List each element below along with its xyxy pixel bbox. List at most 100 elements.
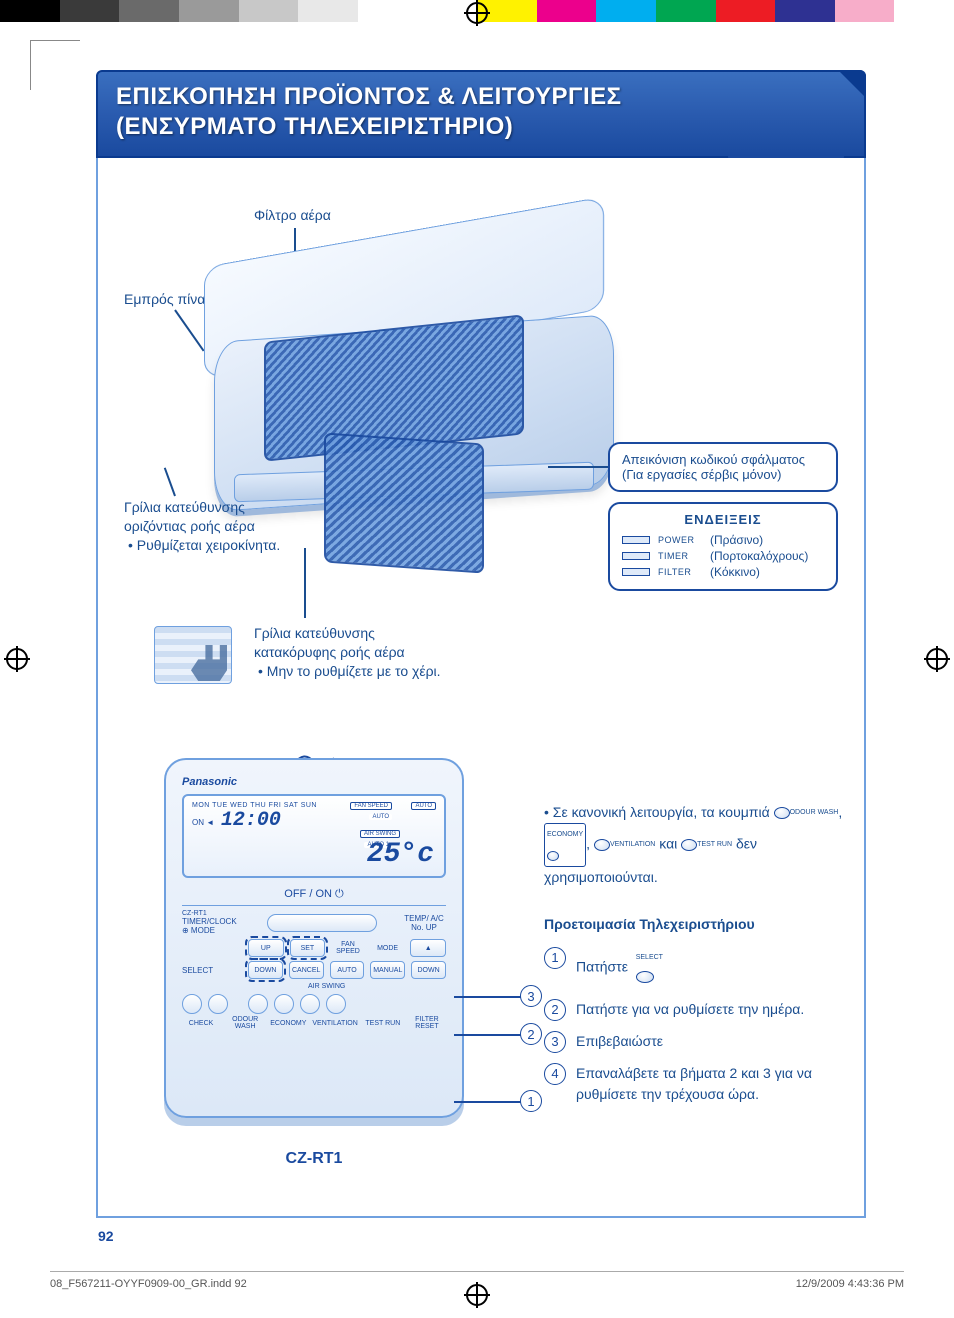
callout-line — [548, 466, 608, 468]
usage-note: • Σε κανονική λειτουργία, τα κουμπιά ODO… — [544, 802, 858, 888]
note-b1: ODOUR WASH — [790, 809, 839, 816]
remote-controls: OFF / ON ⏻ CZ-RT1 TIMER/CLOCK ⊕ MODE TEM… — [182, 888, 446, 1030]
color-swatch — [119, 0, 179, 22]
hand-adjust-thumbnail — [154, 626, 232, 684]
note-prefix: • Σε κανονική λειτουργία, τα κουμπιά — [544, 804, 770, 820]
indicator-row: FILTER(Κόκκινο) — [622, 565, 824, 579]
color-swatch — [298, 0, 358, 22]
testrun-icon — [681, 839, 697, 851]
up-button[interactable]: UP — [248, 939, 284, 957]
air-swing-label: AIR SWING — [308, 983, 345, 990]
economy-button[interactable] — [248, 994, 268, 1014]
indicator-row: TIMER(Πορτοκαλόχρους) — [622, 549, 824, 563]
note-economy: ECONOMY — [547, 831, 583, 838]
step-text: Πατήστε SELECT — [576, 947, 858, 989]
callout-line — [164, 467, 176, 496]
note-b4: TEST RUN — [697, 841, 732, 848]
manual-button[interactable]: MANUAL — [370, 961, 405, 979]
remote-small-model: CZ-RT1 — [182, 910, 242, 917]
error-code-line1: Απεικόνιση κωδικού σφάλματος — [622, 452, 824, 467]
lead-line — [454, 1101, 524, 1103]
remote-brand: Panasonic — [182, 776, 446, 788]
lead-badge-3: 3 — [520, 985, 542, 1007]
ventilation-label: VENTILATION — [312, 1020, 357, 1027]
cancel-button[interactable]: CANCEL — [289, 961, 324, 979]
screen-auto: AUTO — [411, 802, 436, 810]
step-row: 4 Επαναλάβετε τα βήματα 2 και 3 για να ρυ… — [544, 1063, 858, 1105]
footer-filename: 08_F567211-OYYF0909-00_GR.indd 92 — [50, 1278, 247, 1290]
temp-acno-label: TEMP/ A/C No. UP — [402, 914, 446, 932]
temp-down-button[interactable]: DOWN — [411, 961, 446, 979]
indicator-desc: (Πράσινο) — [710, 533, 763, 547]
label-bullet: • Μην το ρυθμίζετε με το χέρι. — [258, 663, 441, 679]
screen-on: ON ◄ — [192, 818, 214, 827]
step-number: 1 — [544, 947, 566, 969]
screen-fanspeed-label: FAN SPEED — [350, 802, 392, 810]
color-swatch — [775, 0, 835, 22]
timer-clock-label: TIMER/CLOCK — [182, 917, 242, 926]
registration-mark-icon — [466, 2, 488, 24]
page: ΕΠΙΣΚΟΠΗΣΗ ΠΡΟΪΟΝΤΟΣ & ΛΕΙΤΟΥΡΓΙΕΣ (ΕΝΣΥ… — [96, 70, 866, 1220]
set-button[interactable]: SET — [290, 939, 326, 957]
filter-reset-button[interactable] — [326, 994, 346, 1014]
error-code-line2: (Για εργασίες σέρβις μόνον) — [622, 467, 824, 482]
economy-label: ECONOMY — [270, 1020, 306, 1027]
indicators-title: ΕΝΔΕΙΞΕΙΣ — [622, 512, 824, 527]
ac-filter-mesh — [324, 432, 484, 573]
ventilation-button[interactable] — [274, 994, 294, 1014]
label-horiz-grille: Γρίλια κατεύθυνσης οριζόντιας ροής αέρα … — [124, 498, 284, 555]
lead-line — [454, 996, 524, 998]
content-frame: Φίλτρο αέρα Εμπρός πίνακας Γρίλια κατεύθ… — [96, 158, 866, 1218]
callout-line — [304, 548, 306, 618]
page-title-line2: (ΕΝΣΥΡΜΑΤΟ ΤΗΛΕΧΕΙΡΙΣΤΗΡΙΟ) — [116, 112, 846, 142]
indicator-row: POWER(Πράσινο) — [622, 533, 824, 547]
steps-title: Προετοιμασία Τηλεχειριστήριου — [544, 914, 858, 935]
temp-up-button[interactable]: ▲ — [410, 939, 446, 957]
check-button[interactable] — [182, 994, 202, 1014]
down-button[interactable]: DOWN — [248, 961, 283, 979]
indicator-bar-icon — [622, 552, 650, 560]
screen-time: 12:00 — [221, 809, 281, 832]
step-number: 4 — [544, 1063, 566, 1085]
page-title-banner: ΕΠΙΣΚΟΠΗΣΗ ΠΡΟΪΟΝΤΟΣ & ΛΕΙΤΟΥΡΓΙΕΣ (ΕΝΣΥ… — [96, 70, 866, 158]
color-swatch — [596, 0, 656, 22]
off-on-label: OFF / ON ⏻ — [182, 888, 446, 901]
page-title-line1: ΕΠΙΣΚΟΠΗΣΗ ΠΡΟΪΟΝΤΟΣ & ΛΕΙΤΟΥΡΓΙΕΣ — [116, 82, 846, 112]
label-vert-grille: Γρίλια κατεύθυνσης κατακόρυφης ροής αέρα… — [254, 624, 454, 681]
color-swatch — [894, 0, 954, 22]
right-column: • Σε κανονική λειτουργία, τα κουμπιά ODO… — [544, 802, 858, 1115]
mode-col-label: MODE — [371, 945, 405, 952]
testrun-label: TEST RUN — [364, 1020, 402, 1027]
color-swatch — [239, 0, 299, 22]
test-run-button[interactable] — [300, 994, 320, 1014]
auto-button[interactable]: AUTO — [330, 961, 365, 979]
remote-controller: Panasonic MON TUE WED THU FRI SAT SUN ON… — [164, 758, 464, 1118]
odour-wash-button[interactable] — [208, 994, 228, 1014]
off-on-button[interactable] — [267, 914, 377, 932]
step-row: 3Επιβεβαιώστε — [544, 1031, 858, 1053]
color-swatch — [716, 0, 776, 22]
select-icon — [636, 971, 654, 983]
step-text: Πατήστε για να ρυθμίσετε την ημέρα. — [576, 999, 858, 1020]
fan-speed-label: FAN SPEED — [331, 941, 365, 955]
hand-icon — [191, 645, 227, 681]
registration-mark-icon — [926, 648, 948, 670]
color-swatch — [60, 0, 120, 22]
color-swatch — [835, 0, 895, 22]
color-swatch — [656, 0, 716, 22]
remote-screen: MON TUE WED THU FRI SAT SUN ON ◄ 12:00 F… — [182, 794, 446, 878]
indicator-name: TIMER — [658, 551, 702, 561]
screen-fanspeed-val: AUTO — [369, 814, 392, 820]
indicator-desc: (Κόκκινο) — [710, 565, 760, 579]
mode-label: ⊕ MODE — [182, 926, 242, 935]
lead-badge-2: 2 — [520, 1023, 542, 1045]
select-label: SELECT — [182, 966, 242, 975]
label-text: Γρίλια κατεύθυνσης οριζόντιας ροής αέρα — [124, 499, 255, 534]
color-swatch — [537, 0, 597, 22]
step-row: 1 Πατήστε SELECT — [544, 947, 858, 989]
odourwash-icon — [774, 807, 790, 819]
note-and: και — [659, 836, 677, 852]
unit-diagram: Φίλτρο αέρα Εμπρός πίνακας Γρίλια κατεύθ… — [124, 218, 838, 688]
registration-mark-icon — [6, 648, 28, 670]
step-text: Επαναλάβετε τα βήματα 2 και 3 για να ρυθ… — [576, 1063, 858, 1105]
